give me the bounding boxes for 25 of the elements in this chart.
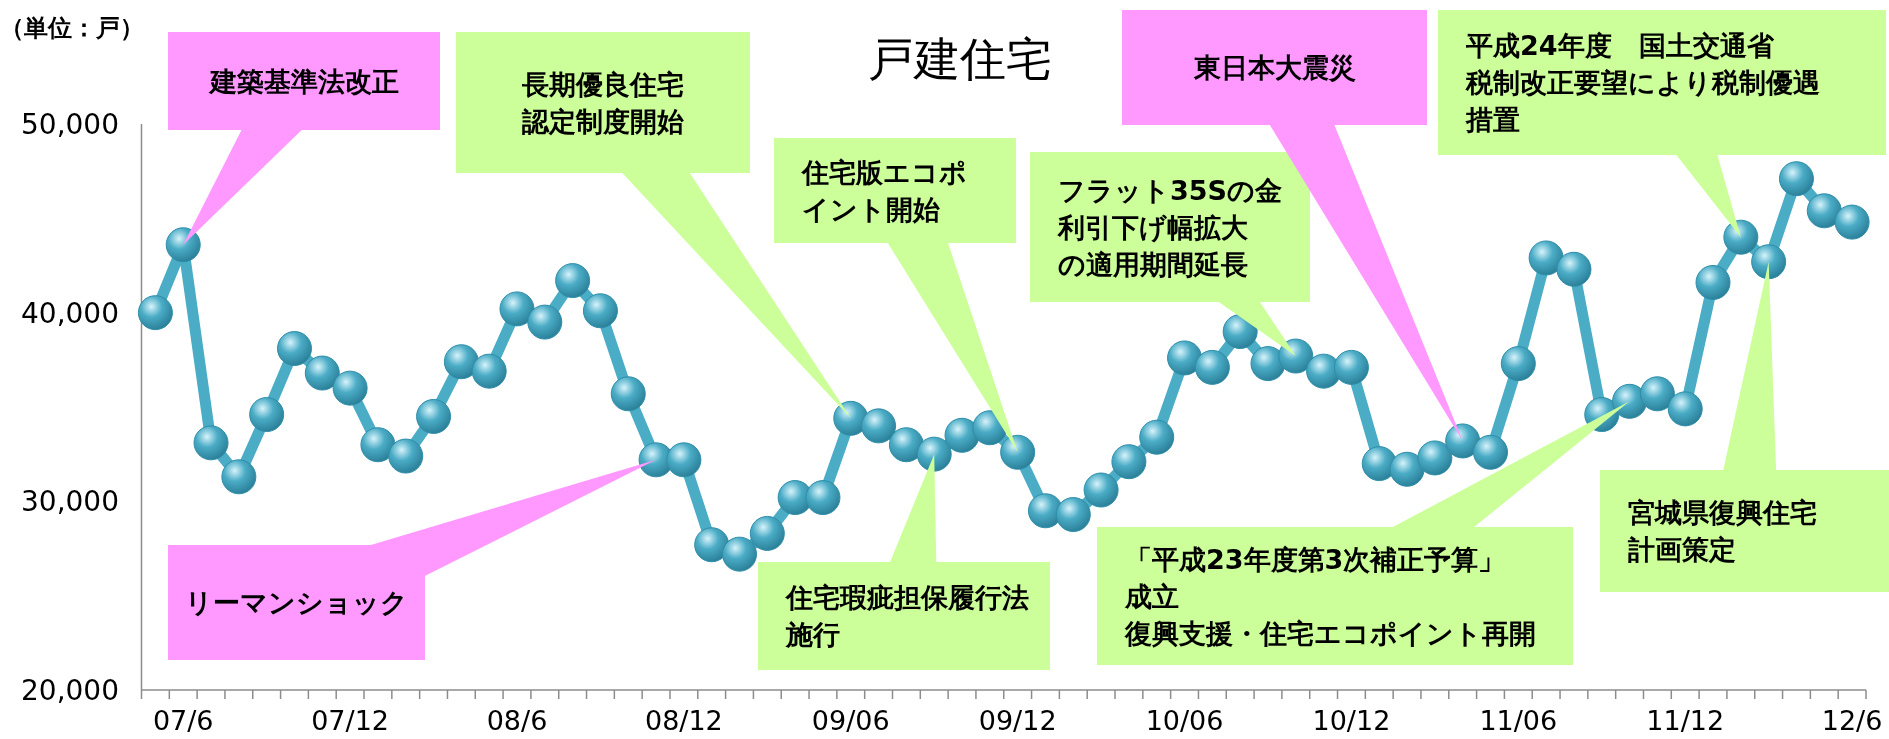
x-tick-label: 07/6 bbox=[152, 705, 214, 736]
annotation: 宮城県復興住宅計画策定 bbox=[1627, 497, 1817, 566]
chart-title: 戸建住宅 bbox=[868, 32, 1052, 86]
annotation: 「平成23年度第3次補正予算」成立復興支援・住宅エコポイント再開 bbox=[1124, 543, 1536, 649]
x-tick-label: 09/12 bbox=[978, 705, 1057, 736]
annotation: 住宅瑕疵担保履行法施行 bbox=[785, 582, 1029, 651]
y-tick-label: 40,000 bbox=[21, 296, 119, 330]
x-tick-label: 08/12 bbox=[644, 705, 723, 736]
x-tick-label: 07/12 bbox=[311, 705, 390, 736]
y-tick-label: 30,000 bbox=[21, 485, 119, 519]
x-tick-label: 09/06 bbox=[811, 705, 890, 736]
x-tick-label: 11/06 bbox=[1479, 705, 1558, 736]
x-tick-label: 10/12 bbox=[1312, 705, 1391, 736]
y-tick-label: 50,000 bbox=[21, 108, 119, 141]
annotation: 平成24年度 国土交通省税制改正要望により税制優遇措置 bbox=[1465, 30, 1820, 136]
x-tick-label: 10/06 bbox=[1145, 705, 1224, 736]
y-tick-label: 20,000 bbox=[21, 674, 119, 707]
annotation: リーマンショック bbox=[185, 587, 408, 619]
annotation: 長期優良住宅認定制度開始 bbox=[521, 68, 684, 137]
y-axis-title: （単位：戸） bbox=[0, 14, 144, 42]
x-tick-label: 08/6 bbox=[486, 705, 548, 736]
annotation: 住宅版エコポイント開始 bbox=[801, 156, 967, 225]
annotation: フラット35Sの金利引下げ幅拡大の適用期間延長 bbox=[1057, 174, 1283, 280]
x-tick-label: 11/12 bbox=[1646, 705, 1725, 736]
x-tick-label: 12/6 bbox=[1821, 705, 1883, 736]
